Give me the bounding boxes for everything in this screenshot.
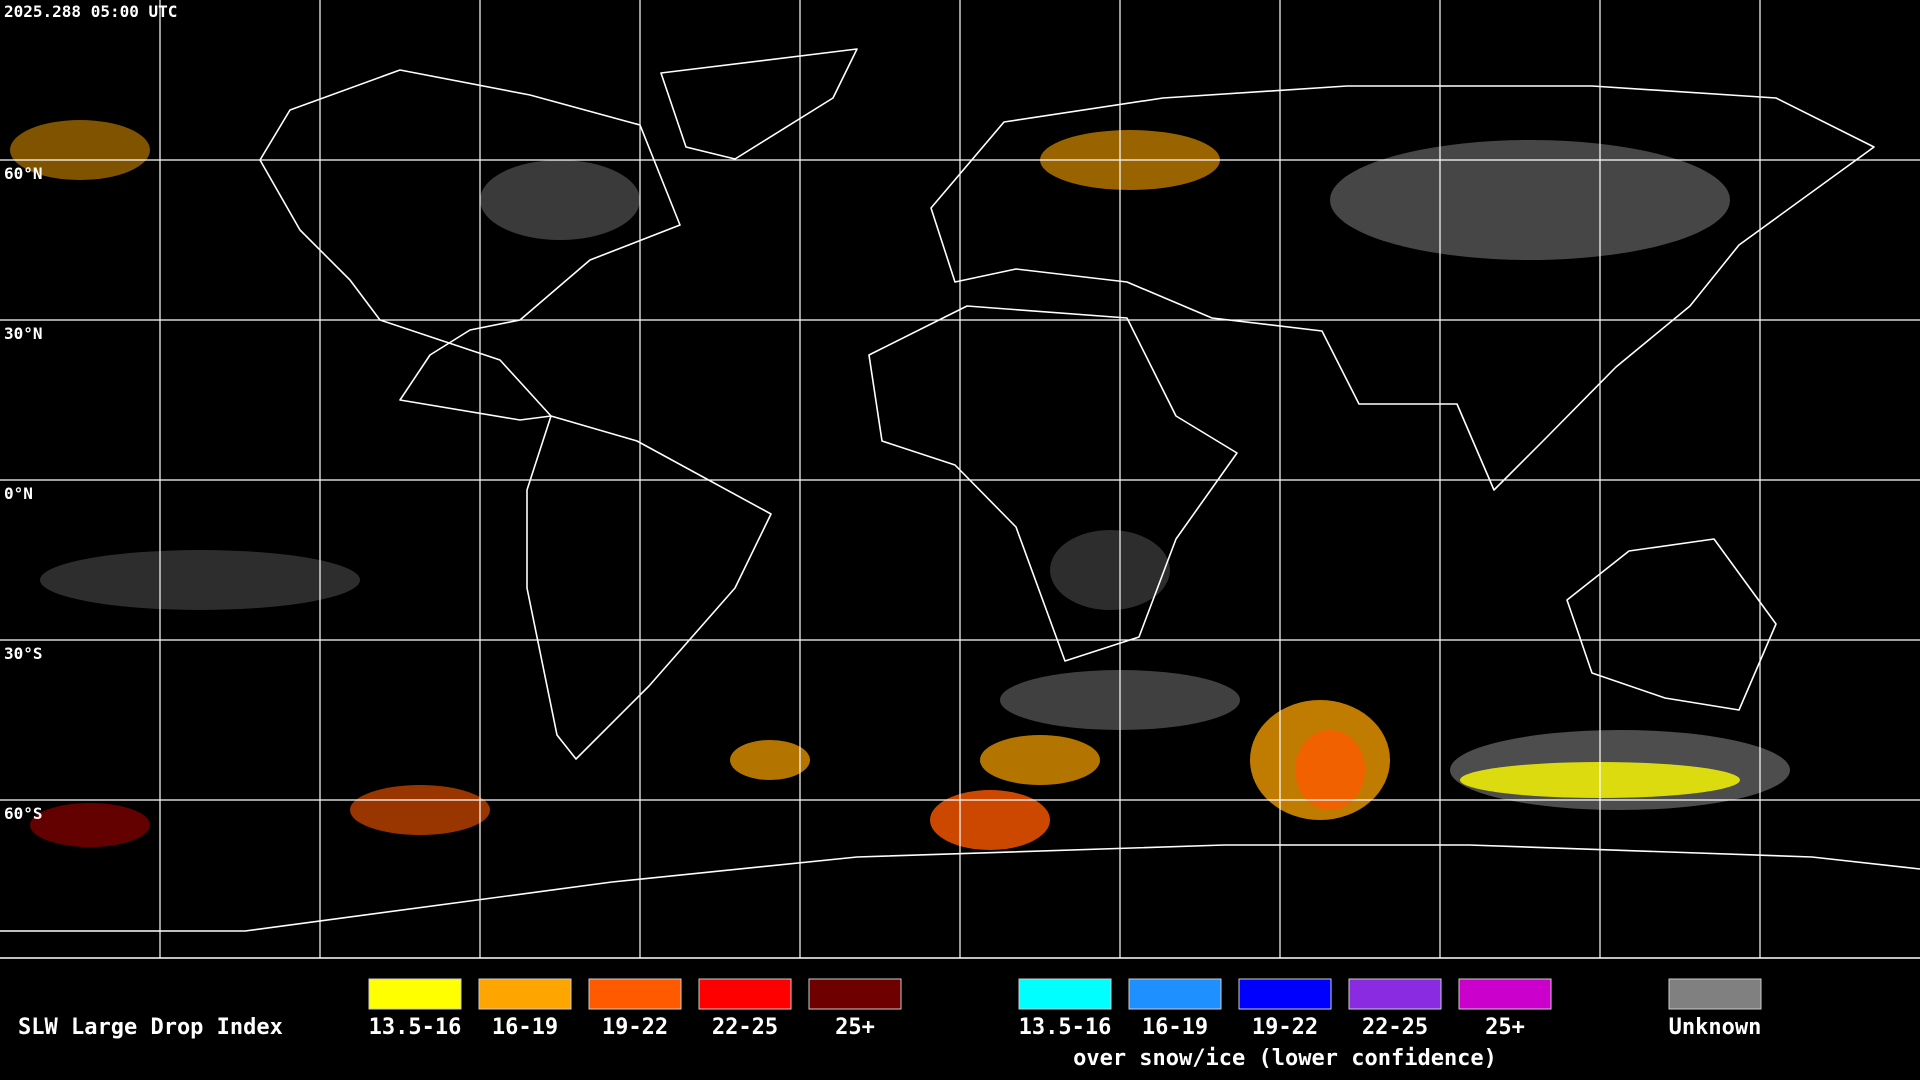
legend-label: 19-22 bbox=[602, 1015, 668, 1040]
latitude-label: 0°N bbox=[4, 484, 33, 503]
timestamp: 2025.288 05:00 UTC bbox=[4, 2, 177, 21]
legend-label: 25+ bbox=[835, 1015, 875, 1040]
grid-labels: 60°N 30°N 0°N 30°S 60°S bbox=[4, 164, 43, 823]
legend-label: 16-19 bbox=[1142, 1015, 1208, 1040]
legend-swatch bbox=[698, 978, 792, 1010]
legend-swatch bbox=[808, 978, 902, 1010]
legend-title: SLW Large Drop Index bbox=[18, 1015, 283, 1040]
legend-swatch bbox=[1238, 978, 1332, 1010]
legend-swatch bbox=[1128, 978, 1222, 1010]
legend-label: 25+ bbox=[1485, 1015, 1525, 1040]
latitude-label: 60°N bbox=[4, 164, 43, 183]
legend-label: 16-19 bbox=[492, 1015, 558, 1040]
legend-label: 13.5-16 bbox=[1019, 1015, 1112, 1040]
legend-label: 13.5-16 bbox=[369, 1015, 462, 1040]
legend-label: 22-25 bbox=[712, 1015, 778, 1040]
latitude-label: 60°S bbox=[4, 804, 43, 823]
legend: SLW Large Drop Index 13.5-16 16-19 19-22 22… bbox=[18, 978, 1762, 1071]
latitude-label: 30°N bbox=[4, 324, 43, 343]
graticule bbox=[0, 0, 1920, 958]
legend-swatch bbox=[1458, 978, 1552, 1010]
legend-swatch bbox=[1668, 978, 1762, 1010]
legend-caption: over snow/ice (lower confidence) bbox=[1073, 1046, 1497, 1071]
legend-swatch bbox=[1348, 978, 1442, 1010]
cloud-patches bbox=[10, 120, 1790, 850]
legend-swatch bbox=[478, 978, 572, 1010]
coastlines bbox=[0, 48, 1920, 932]
legend-swatch bbox=[368, 978, 462, 1010]
legend-label: Unknown bbox=[1669, 1015, 1762, 1040]
legend-swatch bbox=[1018, 978, 1112, 1010]
legend-swatch bbox=[588, 978, 682, 1010]
latitude-label: 30°S bbox=[4, 644, 43, 663]
legend-label: 19-22 bbox=[1252, 1015, 1318, 1040]
legend-label: 22-25 bbox=[1362, 1015, 1428, 1040]
